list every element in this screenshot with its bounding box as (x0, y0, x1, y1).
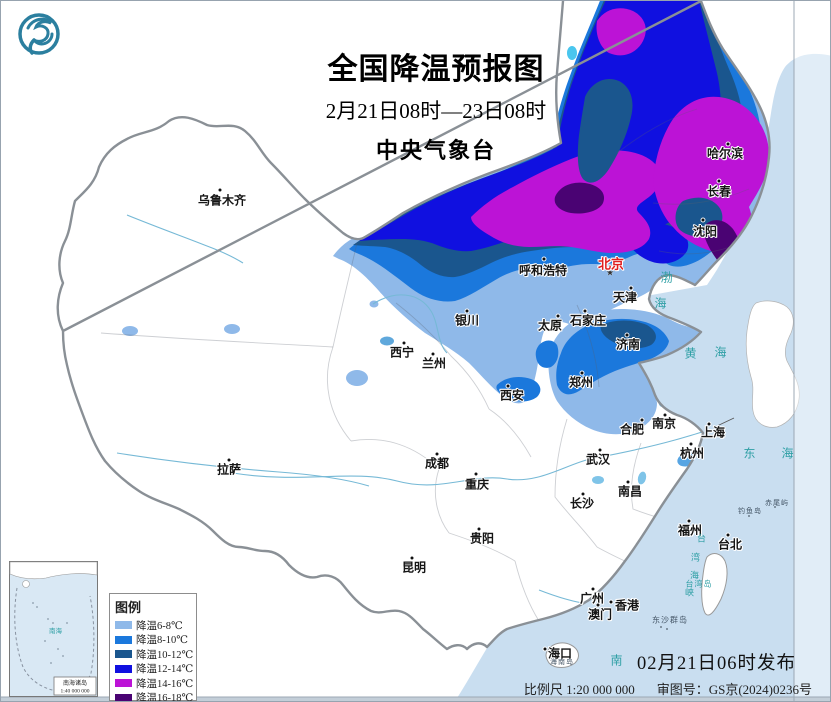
legend-swatch (115, 621, 132, 630)
cma-logo (14, 8, 64, 58)
inset-hainan (22, 580, 30, 588)
legend-item: 降温14-16℃ (115, 676, 196, 691)
footer-line: 比例尺 1:20 000 000 审图号：GS京(2024)0236号 (524, 679, 812, 698)
legend-item: 降温10-12℃ (115, 647, 196, 662)
band-6-8-patch (13, 212, 33, 224)
band-14-16-top (596, 8, 646, 56)
band-8-10-shanxi (535, 340, 559, 368)
rivers (116, 214, 706, 605)
qinghai-lake (380, 336, 394, 346)
legend-swatch (115, 664, 132, 673)
legend-label: 降温8-10℃ (136, 635, 188, 647)
legend-label: 降温14-16℃ (136, 678, 194, 690)
inset-label-box (53, 676, 97, 696)
legend-label: 降温6-8℃ (136, 620, 183, 632)
poyang-lake (637, 471, 647, 485)
inset-title: 南海诸岛 (63, 679, 87, 687)
legend-swatch (115, 693, 132, 701)
hainan-island (545, 642, 579, 668)
inset-map: 南海 南海诸岛 1:40 000 000 (9, 561, 98, 697)
legend-rows: 降温6-8℃ 降温8-10℃ 降温10-12℃ 降温12-14℃ 降温14-16℃ 降温1… (115, 618, 196, 702)
inset-island-dots (32, 602, 68, 664)
inset-dash-line (14, 587, 95, 693)
legend-label: 降温10-12℃ (136, 649, 194, 661)
inset-coast (9, 561, 98, 580)
legend-item: 降温16-18℃ (115, 691, 196, 702)
hulun-lake (567, 46, 577, 60)
page-title: 全国降温预报图 (327, 53, 545, 86)
yellow-river (372, 294, 448, 354)
issue-time: 02月21日06时发布 (636, 654, 796, 674)
approval-number: 审图号：GS京(2024)0236号 (656, 682, 812, 697)
inset-sea-label: 南海 (49, 626, 63, 635)
band-16-18-west (554, 182, 605, 214)
band-6-8-patch (346, 370, 368, 386)
dongting-lake (592, 476, 604, 484)
band-6-8-patch (122, 326, 138, 336)
south-china-sea-inset: 南海 南海诸岛 1:40 000 000 (9, 561, 98, 701)
legend-item: 降温6-8℃ (115, 618, 196, 633)
yangtze-river (232, 430, 706, 486)
band-10-12-channel (577, 78, 633, 183)
legend-item: 降温8-10℃ (115, 633, 196, 648)
band-8-10-xian (496, 377, 541, 402)
legend-box: 图例 降温6-8℃ 降温8-10℃ 降温10-12℃ 降温12-14℃ 降温14-16℃… (109, 593, 197, 701)
legend-label: 降温12-14℃ (136, 664, 194, 676)
small-island-dots (660, 506, 776, 630)
map-scale: 比例尺 1:20 000 000 (523, 682, 635, 697)
yarlung-river (116, 452, 370, 487)
tarim-river (126, 214, 244, 264)
china-border (56, 1, 771, 651)
bottom-strip (1, 697, 830, 701)
inset-scale: 1:40 000 000 (60, 689, 89, 695)
band-6-8-patch (224, 324, 240, 334)
title-block: 全国降温预报图 2月21日08时—23日08时 中央气象台 (251, 53, 621, 165)
legend-item: 降温12-14℃ (115, 662, 196, 677)
legend-title: 图例 (115, 600, 142, 615)
cma-logo-glyph (18, 13, 60, 55)
shanghai-leader-line (716, 417, 735, 427)
forecast-date-range: 2月21日08时—23日08时 (325, 98, 547, 123)
legend-swatch (115, 635, 132, 644)
legend-swatch (115, 679, 132, 688)
korea-peninsula (745, 300, 800, 428)
agency-name: 中央气象台 (375, 137, 496, 163)
taiwan-island (701, 553, 728, 616)
legend-swatch (115, 650, 132, 659)
legend-label: 降温16-18℃ (136, 693, 194, 702)
right-margin (794, 1, 830, 701)
